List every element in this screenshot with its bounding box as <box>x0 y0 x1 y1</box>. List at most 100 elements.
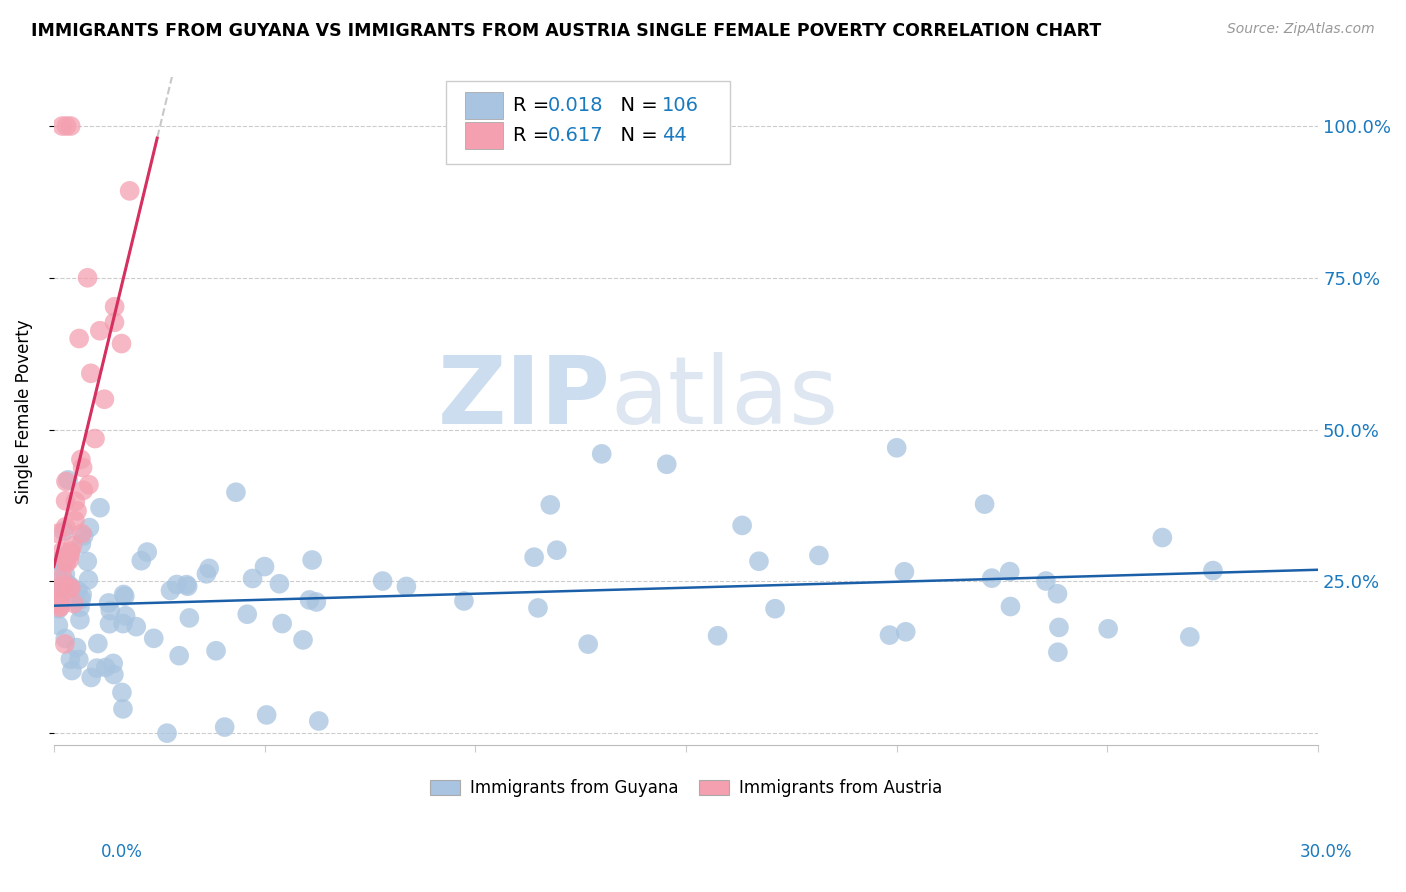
Point <box>301 553 323 567</box>
Point <box>225 485 247 500</box>
Point <box>94 660 117 674</box>
Text: 30.0%: 30.0% <box>1301 843 1353 861</box>
Text: atlas: atlas <box>610 352 838 444</box>
Point <box>58 548 80 562</box>
Point <box>84 432 107 446</box>
Point <box>894 624 917 639</box>
Point <box>72 483 94 498</box>
Point <box>176 577 198 591</box>
Point <box>236 607 259 622</box>
Point <box>195 566 218 581</box>
Point <box>1152 531 1174 545</box>
Point <box>66 504 89 518</box>
Point <box>395 579 418 593</box>
Point <box>56 473 79 487</box>
Point <box>63 514 86 528</box>
Point <box>51 119 73 133</box>
Point <box>65 494 87 508</box>
Point <box>80 670 103 684</box>
FancyBboxPatch shape <box>446 81 730 164</box>
Point <box>66 583 89 598</box>
Point <box>271 616 294 631</box>
Point <box>98 616 121 631</box>
Point <box>886 441 908 455</box>
Point <box>93 392 115 407</box>
Point <box>51 569 73 583</box>
Point <box>298 593 321 607</box>
Point <box>179 611 201 625</box>
Point <box>52 578 75 592</box>
Point <box>114 608 136 623</box>
Point <box>807 549 830 563</box>
Point <box>114 589 136 603</box>
Point <box>591 447 613 461</box>
Point <box>86 661 108 675</box>
Point <box>59 119 82 133</box>
Point <box>305 595 328 609</box>
Point <box>118 184 141 198</box>
Point <box>69 613 91 627</box>
Point <box>253 559 276 574</box>
Point <box>453 594 475 608</box>
Point <box>48 602 70 616</box>
Text: N =: N = <box>607 126 664 145</box>
Point <box>159 583 181 598</box>
Text: N =: N = <box>607 96 664 115</box>
Point <box>53 632 76 646</box>
Point <box>103 667 125 681</box>
Point <box>292 632 315 647</box>
Point <box>52 524 75 539</box>
Point <box>973 497 995 511</box>
Point <box>72 460 94 475</box>
Point <box>980 571 1002 585</box>
Point <box>97 596 120 610</box>
Point <box>76 270 98 285</box>
Point <box>111 702 134 716</box>
Text: 44: 44 <box>662 126 686 145</box>
Point <box>70 592 93 607</box>
Point <box>111 685 134 699</box>
Point <box>731 518 754 533</box>
Point <box>176 579 198 593</box>
Point <box>546 543 568 558</box>
Text: 0.617: 0.617 <box>548 126 603 145</box>
Point <box>48 600 70 615</box>
Point <box>1097 622 1119 636</box>
Point <box>70 526 93 541</box>
Point <box>125 620 148 634</box>
Point <box>110 336 132 351</box>
Point <box>45 585 67 599</box>
Point <box>55 119 77 133</box>
Point <box>59 580 82 594</box>
Text: 0.0%: 0.0% <box>101 843 143 861</box>
Point <box>67 331 90 345</box>
Point <box>112 616 135 631</box>
Point <box>1178 630 1201 644</box>
Point <box>89 500 111 515</box>
Point <box>77 573 100 587</box>
Point <box>308 714 330 728</box>
Point <box>55 548 77 562</box>
Point <box>55 556 77 570</box>
Point <box>879 628 901 642</box>
Point <box>45 596 67 610</box>
Point <box>89 324 111 338</box>
Point <box>103 657 125 671</box>
Point <box>523 550 546 565</box>
Point <box>1046 587 1069 601</box>
Point <box>166 577 188 591</box>
Point <box>1035 574 1057 588</box>
Point <box>214 720 236 734</box>
Point <box>1047 620 1070 634</box>
Text: R =: R = <box>513 126 555 145</box>
Legend: Immigrants from Guyana, Immigrants from Austria: Immigrants from Guyana, Immigrants from … <box>423 772 949 804</box>
Point <box>893 565 915 579</box>
Point <box>198 561 221 575</box>
Point <box>46 582 69 596</box>
Point <box>58 580 80 594</box>
Point <box>63 597 86 611</box>
Point <box>58 589 80 603</box>
Point <box>79 520 101 534</box>
Point <box>73 529 96 543</box>
Point <box>59 652 82 666</box>
